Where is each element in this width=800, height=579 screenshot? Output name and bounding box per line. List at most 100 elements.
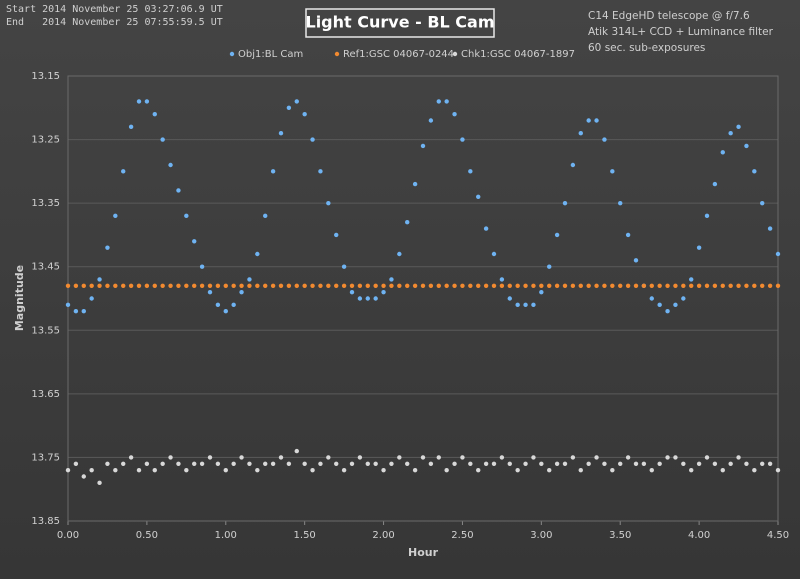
- point: [365, 283, 370, 288]
- point: [468, 283, 473, 288]
- point: [81, 474, 86, 479]
- point: [168, 283, 173, 288]
- x-tick-label: 0.50: [136, 530, 158, 541]
- point: [357, 283, 363, 288]
- title-box: [305, 8, 495, 38]
- point: [389, 277, 394, 282]
- point: [531, 302, 536, 308]
- point: [255, 251, 260, 257]
- point: [207, 283, 213, 288]
- x-tick-label: 4.50: [767, 530, 789, 541]
- point: [199, 283, 205, 288]
- x-tick-label: 1.00: [215, 530, 237, 541]
- point: [136, 467, 142, 473]
- point: [452, 111, 457, 117]
- note: 60 sec. sub-exposures: [588, 42, 705, 54]
- point: [105, 245, 110, 250]
- point: [657, 461, 662, 466]
- point: [547, 283, 552, 288]
- point: [578, 467, 583, 473]
- point: [247, 283, 252, 288]
- point: [618, 461, 623, 466]
- point: [65, 467, 71, 473]
- point: [294, 448, 299, 454]
- point: [412, 283, 418, 288]
- legend-label: Ref1:GSC 04067-0244: [343, 49, 454, 60]
- x-tick-label: 4.00: [688, 530, 710, 541]
- x-axis-label: Hour: [408, 546, 439, 559]
- point: [633, 258, 639, 263]
- y-tick-label: 13.15: [31, 71, 60, 82]
- point: [97, 283, 102, 288]
- point: [247, 461, 252, 466]
- point: [539, 289, 544, 295]
- point: [199, 461, 205, 466]
- point: [476, 194, 481, 199]
- point: [231, 302, 236, 308]
- point: [657, 302, 662, 308]
- point: [326, 455, 331, 460]
- point: [176, 461, 181, 466]
- point: [152, 283, 157, 288]
- point: [554, 283, 560, 288]
- point: [570, 455, 576, 460]
- point: [562, 283, 568, 288]
- point: [223, 309, 228, 314]
- point: [744, 283, 749, 288]
- point: [318, 461, 323, 466]
- point: [704, 455, 710, 460]
- y-tick-label: 13.45: [31, 262, 60, 273]
- point: [760, 461, 765, 466]
- point: [420, 455, 426, 460]
- point: [736, 283, 741, 288]
- point: [665, 309, 670, 314]
- point: [389, 283, 394, 288]
- point: [499, 277, 505, 282]
- note: Atik 314L+ CCD + Luminance filter: [588, 26, 774, 38]
- x-tick-label: 2.50: [451, 530, 473, 541]
- point: [444, 467, 449, 473]
- point: [89, 467, 94, 473]
- point: [334, 283, 339, 288]
- point: [689, 283, 694, 288]
- point: [144, 99, 150, 104]
- point: [310, 137, 315, 142]
- point: [152, 467, 157, 473]
- point: [373, 283, 378, 288]
- point: [586, 118, 591, 123]
- y-axis-label: Magnitude: [13, 265, 26, 331]
- point: [681, 283, 686, 288]
- point: [128, 124, 134, 130]
- point: [97, 480, 102, 486]
- legend-marker: [452, 51, 458, 57]
- point: [649, 467, 654, 473]
- point: [270, 169, 276, 174]
- point: [547, 467, 552, 473]
- point: [507, 283, 512, 288]
- point: [81, 309, 86, 314]
- point: [412, 467, 418, 473]
- point: [436, 455, 441, 460]
- point: [483, 226, 489, 231]
- point: [373, 296, 378, 301]
- point: [523, 461, 528, 466]
- point: [152, 111, 157, 117]
- point: [554, 461, 560, 466]
- legend-label: Chk1:GSC 04067-1897: [461, 49, 575, 60]
- point: [483, 461, 489, 466]
- point: [231, 283, 236, 288]
- point: [531, 455, 536, 460]
- point: [704, 213, 710, 219]
- point: [349, 289, 355, 295]
- point: [381, 467, 386, 473]
- point: [310, 467, 315, 473]
- point: [207, 455, 213, 460]
- point: [767, 461, 773, 466]
- x-tick-label: 1.50: [294, 530, 316, 541]
- point: [184, 213, 189, 219]
- point: [689, 467, 694, 473]
- point: [562, 461, 568, 466]
- point: [570, 283, 576, 288]
- point: [586, 283, 591, 288]
- point: [113, 467, 118, 473]
